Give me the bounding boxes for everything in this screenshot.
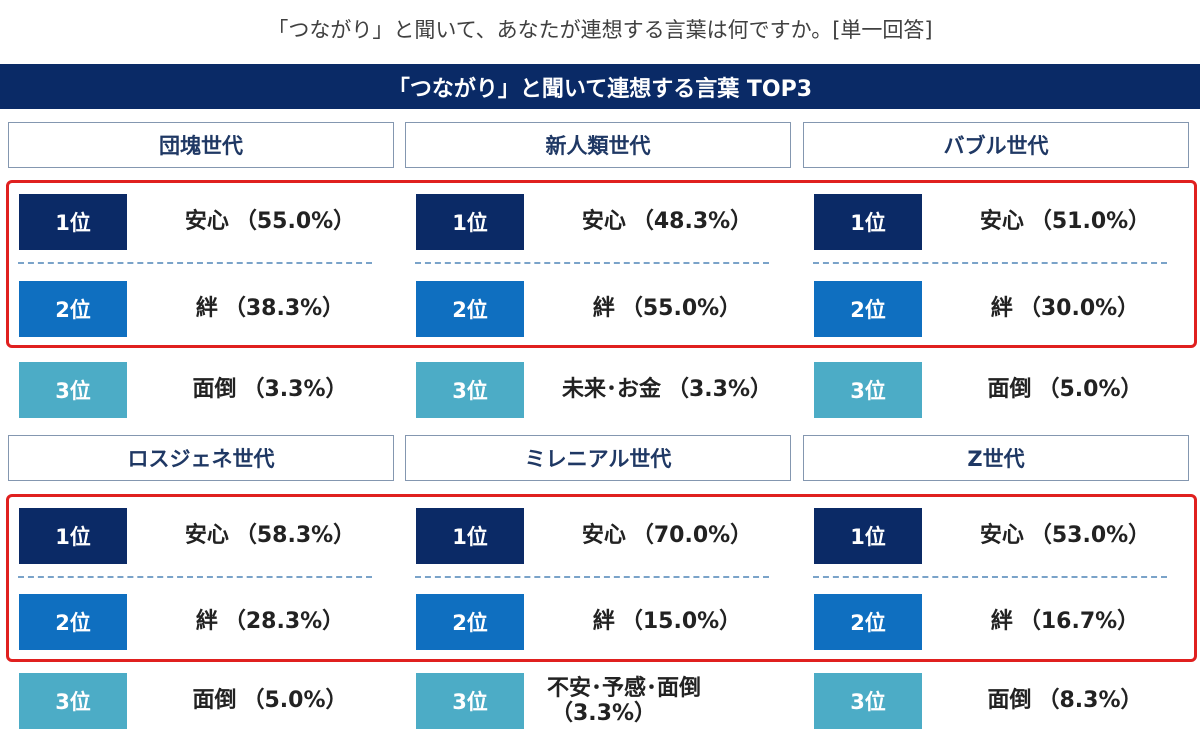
rank-badge-1: 1位 [416,194,524,250]
rank-entry: 安心 （51.0%） [945,194,1185,250]
rank-badge-2: 2位 [814,594,922,650]
rank-entry: 安心 （55.0%） [150,194,390,250]
rank-entry: 絆（55.0%） [547,281,787,337]
rank-badge-2: 2位 [19,281,127,337]
rank-entry: 絆（16.7%） [945,594,1185,650]
rank-percent: （8.3%） [1037,688,1143,714]
rank-percent: （5.0%） [242,688,348,714]
rank-entry: 面倒 （3.3%） [150,362,390,418]
rank-percent: （48.3%） [631,209,753,235]
rank-entry: 未来･お金 （3.3%） [547,362,787,418]
rank-word: 面倒 [192,377,237,403]
top2-highlight-box [6,494,1197,662]
rank-word: 安心 [979,209,1024,235]
rank-entry: 絆（30.0%） [945,281,1185,337]
rank-percent: （55.0%） [620,296,742,322]
rank-entry: 絆（15.0%） [547,594,787,650]
rank-word: 安心 [979,523,1024,549]
rank-divider [813,262,1167,264]
rank-badge-1: 1位 [19,194,127,250]
rank-entry: 面倒 （8.3%） [945,673,1185,729]
rank-badge-3: 3位 [19,362,127,418]
rank-entry: 不安･予感･面倒 （3.3%） [547,673,787,729]
rank-word: 安心 [184,523,229,549]
generation-header: 団塊世代 [8,122,394,168]
generation-header: 新人類世代 [405,122,791,168]
rank-word: 絆 [195,609,218,635]
rank-word: 安心 [184,209,229,235]
rank-badge-2: 2位 [416,281,524,337]
rank-divider [18,262,372,264]
chart-banner: 「つながり」と聞いて連想する言葉 TOP3 [0,64,1200,109]
rank-badge-1: 1位 [814,194,922,250]
rank-divider [18,576,372,578]
generation-header: ロスジェネ世代 [8,435,394,481]
rank-percent: （70.0%） [631,523,753,549]
rank-entry: 絆（38.3%） [150,281,390,337]
rank-percent: （51.0%） [1029,209,1151,235]
rank-badge-2: 2位 [416,594,524,650]
rank-badge-1: 1位 [19,508,127,564]
rank-badge-3: 3位 [19,673,127,729]
rank-percent: （58.3%） [234,523,356,549]
rank-word: 未来･お金 [561,377,661,403]
rank-word: 面倒 [192,688,237,714]
rank-entry: 安心 （58.3%） [150,508,390,564]
rank-percent: （5.0%） [1037,377,1143,403]
rank-word: 絆 [990,296,1013,322]
rank-badge-2: 2位 [19,594,127,650]
rank-percent: （3.3%） [666,377,773,403]
rank-entry: 安心 （48.3%） [547,194,787,250]
rank-word: 絆 [195,296,218,322]
rank-badge-1: 1位 [814,508,922,564]
rank-word: 不安･予感･面倒 [547,675,702,701]
rank-entry: 安心 （53.0%） [945,508,1185,564]
rank-entry: 面倒 （5.0%） [945,362,1185,418]
rank-entry: 絆（28.3%） [150,594,390,650]
rank-percent: （3.3%） [242,377,348,403]
rank-entry: 安心 （70.0%） [547,508,787,564]
rank-percent: （55.0%） [234,209,356,235]
rank-percent: （30.0%） [1018,296,1140,322]
rank-divider [813,576,1167,578]
rank-word: 絆 [592,609,615,635]
rank-word: 安心 [581,209,626,235]
rank-entry: 面倒 （5.0%） [150,673,390,729]
rank-badge-1: 1位 [416,508,524,564]
rank-word: 面倒 [987,688,1032,714]
rank-percent: （28.3%） [223,609,345,635]
rank-badge-2: 2位 [814,281,922,337]
rank-percent: （38.3%） [223,296,345,322]
question-text: 「つながり」と聞いて、あなたが連想する言葉は何ですか。[単一回答] [267,18,933,42]
rank-percent: （53.0%） [1029,523,1151,549]
rank-divider [415,576,769,578]
rank-percent: （3.3%） [551,701,657,726]
rank-word: 面倒 [987,377,1032,403]
generation-header: バブル世代 [803,122,1189,168]
rank-percent: （15.0%） [620,609,742,635]
rank-badge-3: 3位 [416,362,524,418]
rank-word: 安心 [581,523,626,549]
generation-header: ミレニアル世代 [405,435,791,481]
rank-word: 絆 [592,296,615,322]
rank-badge-3: 3位 [416,673,524,729]
rank-word: 絆 [990,609,1013,635]
rank-divider [415,262,769,264]
rank-percent: （16.7%） [1018,609,1140,635]
top2-highlight-box [6,180,1197,348]
rank-badge-3: 3位 [814,673,922,729]
rank-badge-3: 3位 [814,362,922,418]
generation-header: Z世代 [803,435,1189,481]
